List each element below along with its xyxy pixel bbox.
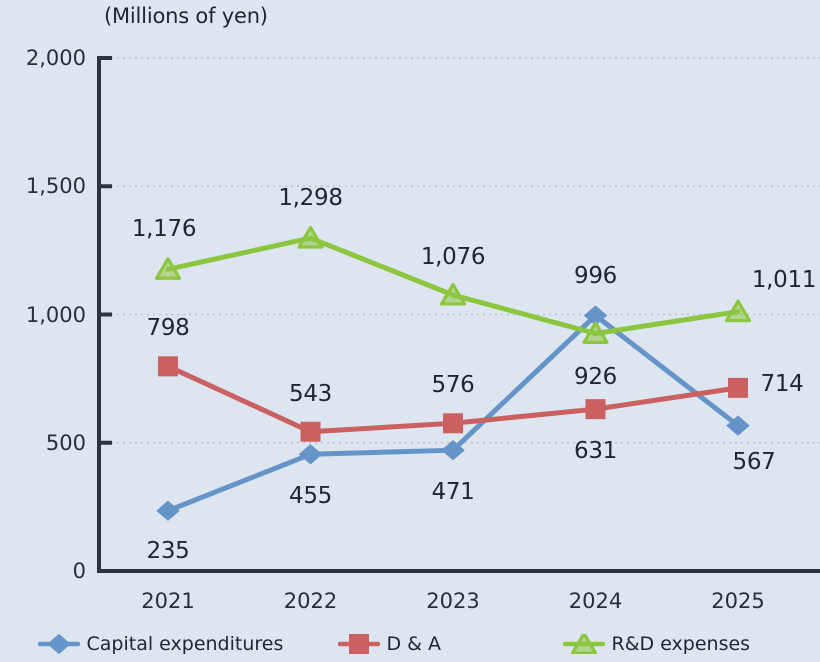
value-label: 926 (574, 364, 617, 391)
legend-item-diamond[interactable]: Capital expenditures (37, 633, 338, 655)
value-label: 543 (289, 380, 332, 407)
value-label: 714 (760, 370, 804, 397)
value-label: 1,076 (420, 244, 486, 270)
data-point-marker (300, 421, 321, 442)
value-label: 996 (574, 262, 617, 289)
data-point-marker (728, 377, 748, 398)
axis-lines (97, 56, 820, 573)
data-point-marker (46, 633, 71, 655)
x-axis-tick-label: 2022 (283, 589, 338, 613)
legend-item-triangle[interactable]: R&D expenses (562, 631, 783, 655)
value-label: 471 (431, 479, 475, 506)
data-point-marker (348, 634, 369, 654)
chart-legend: Capital expenditures D & A R&D expenses (0, 626, 820, 662)
y-axis-tick-label: 0 (72, 559, 86, 583)
value-label: 631 (574, 438, 617, 465)
value-label: 235 (146, 537, 190, 564)
value-label: 576 (431, 372, 475, 399)
y-axis-tick-label: 2,000 (25, 46, 86, 70)
data-point-marker (154, 257, 182, 280)
data-point-marker (158, 356, 178, 377)
value-label: 455 (289, 483, 332, 510)
data-point-marker (724, 299, 752, 323)
x-axis-tick-label: 2023 (426, 589, 480, 613)
x-axis-tick-label: 2025 (711, 589, 765, 613)
data-point-marker (582, 321, 609, 345)
value-label: 1,298 (278, 185, 343, 212)
value-label: 798 (146, 315, 190, 342)
data-point-marker (726, 415, 750, 436)
data-point-marker (443, 413, 463, 434)
legend-label: Capital expenditures (86, 633, 284, 655)
x-axis-tick-label: 2021 (141, 589, 195, 613)
diamond-marker-icon (37, 633, 80, 655)
legend-item-square[interactable]: D & A (337, 633, 563, 655)
legend-label: D & A (386, 633, 442, 655)
data-point-marker (585, 399, 606, 420)
series-markers (154, 225, 752, 521)
triangle-marker-icon (562, 631, 605, 655)
chart-unit-title: (Millions of yen) (104, 4, 268, 28)
data-point-marker (298, 444, 323, 465)
x-axis-tick-label: 2024 (568, 589, 623, 613)
value-label: 1,011 (751, 266, 817, 293)
data-point-marker (570, 631, 597, 655)
data-point-marker (441, 440, 465, 461)
y-axis-tick-label: 1,000 (25, 302, 86, 327)
square-marker-icon (337, 634, 380, 654)
data-point-marker (439, 282, 467, 306)
legend-label: R&D expenses (611, 633, 751, 655)
data-point-marker (156, 500, 180, 521)
y-axis-tick-label: 500 (45, 430, 86, 455)
y-axis-tick-label: 1,500 (25, 174, 86, 199)
data-point-marker (297, 225, 324, 249)
value-label: 1,176 (131, 216, 197, 243)
value-label: 567 (732, 448, 776, 475)
